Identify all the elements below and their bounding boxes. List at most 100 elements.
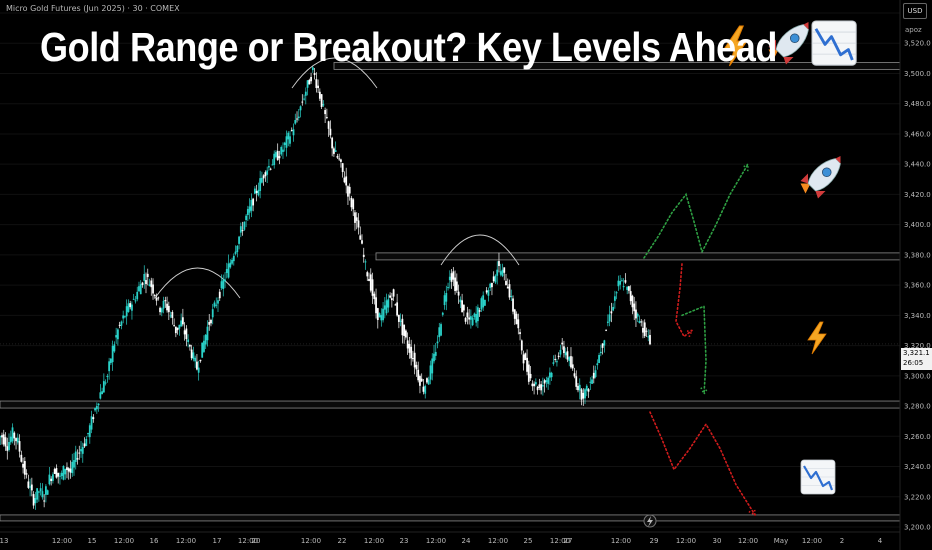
candle-body	[570, 356, 572, 368]
candle-body	[445, 293, 448, 302]
candle-body	[599, 351, 602, 354]
candle-body	[218, 291, 221, 299]
candle-body	[125, 306, 128, 317]
candle-body	[392, 289, 395, 297]
candle-body	[320, 94, 323, 108]
candle-body	[269, 168, 272, 170]
candle-body	[343, 177, 346, 183]
candle-body	[310, 76, 312, 82]
candle-body	[211, 309, 214, 318]
candle-body	[315, 79, 318, 89]
time-tick-label: 2	[840, 537, 844, 545]
pattern-arc	[440, 234, 520, 266]
candle-body	[264, 172, 267, 177]
rocket-icon	[768, 22, 809, 65]
candle-body	[124, 316, 126, 318]
candle-body	[43, 500, 46, 502]
candle-body	[52, 474, 54, 481]
candle-body	[340, 159, 342, 162]
candle-body	[364, 261, 367, 263]
candle-body	[59, 475, 61, 477]
candle-body	[638, 320, 641, 324]
candle-body	[649, 335, 651, 345]
price-tick-label: 3,220.0	[904, 493, 931, 501]
chart-decreasing-icon	[811, 20, 857, 66]
candle-body	[591, 379, 593, 384]
candle-body	[32, 494, 35, 506]
time-tick-label: 24	[462, 537, 471, 545]
candle-body	[510, 296, 513, 298]
time-tick-label: 12:00	[426, 537, 446, 545]
lightning-icon	[807, 321, 827, 355]
candle-body	[134, 300, 137, 302]
candle-body	[485, 290, 488, 293]
candle-body	[225, 269, 228, 274]
candle-body	[584, 389, 586, 399]
candle-body	[610, 311, 613, 314]
candle-body	[324, 110, 327, 115]
time-tick-label: May	[774, 537, 788, 545]
candle-body	[506, 286, 509, 289]
candle-body	[173, 325, 175, 327]
bullish-breakout-path-arrowhead	[741, 162, 749, 172]
candle-body	[287, 132, 290, 140]
candle-body	[285, 136, 288, 148]
candle-body	[533, 383, 535, 387]
decreasing-line	[814, 28, 854, 61]
price-axis-bg	[900, 0, 932, 550]
candle-body	[220, 281, 223, 289]
candle-body	[605, 329, 607, 331]
candle-body	[215, 304, 218, 306]
candle-body	[361, 240, 363, 244]
price-tick-label: 3,480.0	[904, 100, 931, 108]
rocket-window	[790, 33, 800, 43]
candle-body	[11, 427, 14, 442]
candle-body	[64, 468, 67, 475]
candle-body	[427, 379, 430, 385]
candle-body	[290, 130, 293, 132]
candle-body	[401, 318, 404, 336]
candle-body	[484, 299, 486, 306]
candle-body	[550, 372, 553, 378]
candle-body	[415, 364, 418, 370]
candle-body	[429, 365, 432, 380]
candle-body	[628, 286, 630, 291]
candle-body	[217, 300, 219, 304]
candle-body	[80, 449, 82, 452]
lightning-small-icon	[647, 516, 653, 527]
price-tick-label: 3,360.0	[904, 282, 931, 290]
candle-body	[577, 385, 579, 391]
candle-body	[613, 296, 616, 301]
candle-body	[617, 280, 620, 287]
candle-body	[373, 293, 376, 300]
time-tick-label: 20	[252, 537, 261, 545]
price-axis[interactable]: 3,200.0 3,220.0 3,240.0 3,260.0 3,280.0 3,300…	[899, 0, 932, 550]
bearish-breakdown-path	[649, 411, 756, 516]
candle-body	[145, 280, 147, 285]
time-tick-label: 27	[564, 537, 573, 545]
candle-body	[132, 298, 135, 300]
candle-body	[585, 385, 588, 391]
candle-body	[448, 276, 451, 281]
candle-body	[390, 298, 393, 301]
time-tick-label: 13	[0, 537, 8, 545]
candle-body	[136, 291, 139, 300]
candle-body	[334, 150, 337, 152]
candle-body	[352, 199, 355, 210]
candle-body	[0, 436, 2, 438]
candle-body	[512, 298, 514, 312]
time-tick-label: 12:00	[114, 537, 134, 545]
account-label: apoz	[905, 26, 922, 34]
currency-selector[interactable]: USD	[903, 3, 927, 19]
candle-body	[375, 297, 377, 314]
chart-grid	[0, 12, 900, 528]
candle-body	[552, 362, 555, 364]
candle-body	[206, 326, 209, 341]
candle-body	[389, 295, 391, 298]
candle-body	[436, 341, 439, 344]
candle-body	[475, 314, 478, 323]
candle-body	[426, 378, 428, 383]
candle-body	[275, 152, 277, 158]
candle-body	[345, 176, 348, 186]
